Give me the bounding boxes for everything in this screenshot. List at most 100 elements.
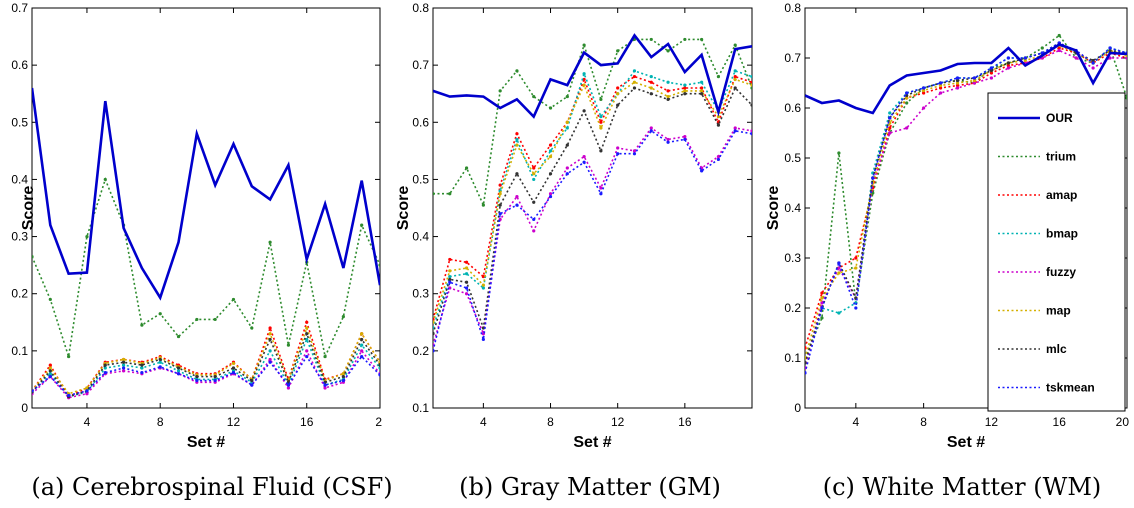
data-point-map (905, 96, 909, 100)
data-point-tskmean (616, 152, 620, 156)
data-point-map (582, 83, 586, 87)
data-point-map (448, 269, 452, 273)
data-point-tskmean (448, 280, 452, 284)
data-point-fuzzy (616, 146, 620, 150)
data-point-fuzzy (515, 194, 519, 199)
data-point-tskmean (85, 389, 89, 393)
data-point-amap (805, 346, 807, 350)
data-point-amap (750, 80, 752, 84)
data-point-bmap (888, 111, 892, 115)
plot-area-frame (432, 7, 753, 409)
data-point-mlc (121, 360, 126, 364)
data-point-amap (599, 120, 603, 124)
data-point-map (378, 360, 380, 364)
legend-label: bmap (1046, 227, 1078, 241)
data-point-bmap (700, 80, 704, 84)
x-tick-label: 4 (852, 415, 859, 429)
data-point-trium (1057, 33, 1061, 38)
plot-lines (433, 33, 752, 353)
data-point-mlc (565, 143, 569, 147)
data-point-fuzzy (1091, 66, 1095, 70)
data-point-mlc (341, 374, 345, 379)
y-tick-label: 0.7 (412, 58, 429, 72)
y-tick-label: 0.1 (412, 401, 429, 415)
data-point-trium (905, 101, 909, 105)
data-point-amap (548, 143, 553, 147)
data-point-trium (666, 49, 670, 53)
data-point-tskmean (905, 91, 909, 95)
x-tick-label: 4 (84, 415, 91, 429)
data-point-amap (938, 86, 943, 90)
data-point-amap (498, 183, 502, 187)
y-tick-label: 0.5 (11, 115, 28, 129)
data-point-map (532, 172, 536, 176)
series-line-fuzzy (433, 126, 752, 346)
subfigure-caption: (c) White Matter (WM) (823, 473, 1102, 501)
y-tick-label: 0.2 (11, 287, 28, 301)
data-point-tskmean (286, 383, 291, 387)
data-point-amap (683, 86, 687, 90)
data-point-map (85, 386, 89, 390)
data-point-trium (582, 43, 586, 47)
data-point-tskmean (1023, 56, 1027, 60)
data-point-bmap (464, 272, 469, 276)
data-point-map (683, 89, 687, 93)
data-point-mlc (48, 369, 52, 373)
data-point-amap (922, 91, 926, 95)
legend-label: tskmean (1046, 381, 1095, 395)
x-axis-label: Set # (573, 434, 611, 451)
data-point-trium (103, 177, 107, 182)
series-line-tskmean (32, 355, 380, 397)
data-point-map (548, 154, 553, 159)
data-point-tskmean (433, 349, 435, 353)
data-point-bmap (378, 366, 380, 370)
data-point-mlc (250, 378, 254, 383)
data-point-mlc (532, 200, 536, 204)
y-tick-label: 0.5 (412, 172, 429, 186)
data-point-tskmean (532, 217, 536, 222)
data-point-trium (820, 316, 824, 320)
data-point-tskmean (837, 261, 841, 265)
data-point-fuzzy (268, 357, 272, 362)
data-point-mlc (683, 92, 687, 96)
data-point-fuzzy (85, 392, 89, 396)
x-tick-label: 16 (678, 415, 692, 429)
x-tick-label: 12 (985, 415, 999, 429)
data-point-fuzzy (837, 266, 841, 270)
data-point-amap (733, 74, 737, 79)
data-point-amap (955, 83, 960, 88)
series-line-mlc (433, 86, 752, 334)
data-point-trium (32, 254, 34, 259)
data-point-mlc (1108, 48, 1112, 53)
data-point-trium (565, 94, 569, 99)
data-point-bmap (565, 126, 569, 130)
data-point-mlc (805, 361, 807, 365)
series-line-amap (32, 319, 380, 398)
y-tick-label: 0.3 (412, 287, 429, 301)
series-line-OUR (433, 33, 752, 119)
data-point-tskmean (213, 378, 217, 383)
data-point-map (433, 320, 435, 324)
data-point-map (938, 83, 943, 88)
data-point-tskmean (938, 81, 943, 85)
data-point-tskmean (632, 152, 637, 156)
series-line-fuzzy (32, 349, 380, 399)
data-point-trium (548, 106, 553, 110)
data-point-tskmean (67, 393, 71, 398)
data-point-map (565, 120, 569, 124)
y-tick-label: 0.4 (11, 172, 28, 186)
data-point-fuzzy (286, 386, 291, 390)
data-point-fuzzy (820, 301, 824, 305)
data-point-fuzzy (733, 126, 737, 130)
data-point-amap (854, 256, 858, 260)
data-point-bmap (582, 72, 586, 76)
data-point-tskmean (955, 76, 960, 80)
data-point-fuzzy (360, 349, 364, 353)
data-point-mlc (733, 86, 737, 90)
y-tick-label: 0.8 (784, 1, 801, 15)
chart-panel-1: 0 0.1 0.2 0.3 0.4 0.5 0.6 0.7 4 8 12 16 2 Set # Score (… (11, 1, 392, 501)
data-point-mlc (716, 123, 721, 127)
data-point-fuzzy (989, 76, 994, 80)
x-tick-label: 16 (1053, 415, 1067, 429)
chart-panel-3: 0 0.1 0.2 0.3 0.4 0.5 0.6 0.7 0.8 4 8 12 16 20 Set # Sc… (765, 1, 1129, 501)
